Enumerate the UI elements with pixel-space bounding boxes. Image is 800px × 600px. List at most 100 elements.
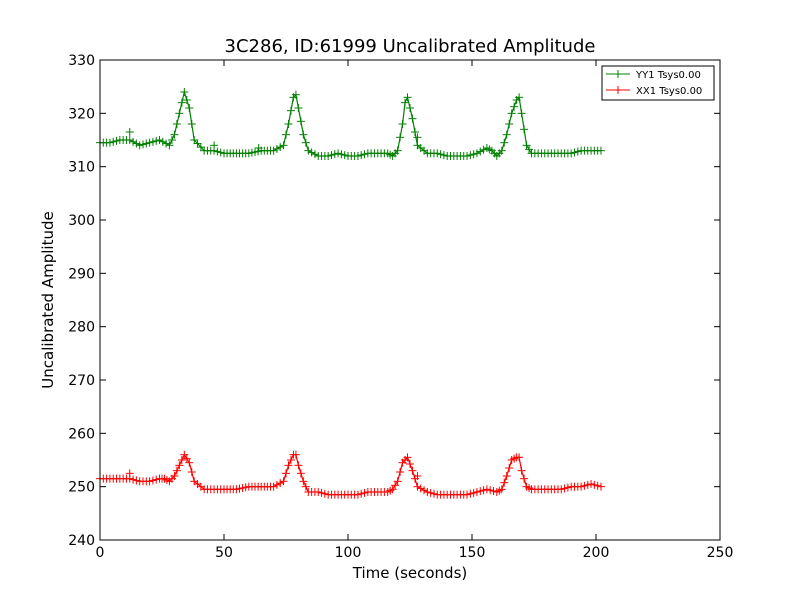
data-point [396,468,405,476]
data-point [340,151,349,160]
data-point [175,461,184,470]
data-point [353,152,362,160]
data-point [162,139,171,148]
data-point [310,150,319,159]
data-point [507,109,516,118]
data-point [401,98,410,107]
data-point [469,488,478,497]
x-tick-label: 50 [215,545,233,561]
outlier-point [254,144,263,152]
data-point [165,141,174,150]
data-point [463,490,472,499]
data-point [416,484,425,493]
data-point [327,151,336,160]
data-point [510,102,519,111]
x-tick-label: 100 [335,545,362,561]
data-point [187,468,196,476]
outlier-point [125,469,134,478]
data-point [193,139,202,148]
data-point [284,120,293,128]
data-point [505,464,514,472]
data-point [190,136,199,144]
legend-label-yy1: YY1 Tsys0.00 [635,70,701,81]
data-point [502,130,511,139]
data-point [463,152,472,160]
data-point [406,460,414,468]
y-tick-label: 280 [68,320,95,336]
data-point [357,489,366,498]
data-point [500,138,509,147]
data-point [517,109,526,118]
outlier-point [210,141,219,150]
data-point [497,146,506,155]
data-point [299,477,308,486]
data-point [408,466,417,475]
data-point [396,133,405,142]
data-point [216,148,225,157]
data-point [284,461,293,470]
data-point [567,149,576,158]
data-point [145,138,154,147]
data-point [334,149,343,158]
data-point [301,482,310,491]
data-point [299,130,308,139]
data-point [148,476,157,485]
y-tick-label: 260 [68,426,95,442]
data-point [172,466,181,475]
y-tick-label: 250 [68,480,95,496]
y-axis-title: Uncalibrated Amplitude [39,211,57,388]
legend: YY1 Tsys0.00 XX1 Tsys0.00 [601,65,715,101]
outlier-point [125,128,134,136]
data-point [360,150,369,159]
data-point [520,125,529,134]
data-point [337,150,346,159]
data-point [433,149,442,158]
data-point [269,482,278,491]
data-point [408,114,417,123]
data-point [360,488,369,497]
data-point [500,478,509,487]
data-point [403,93,412,102]
data-point [294,461,303,470]
data-point [272,480,281,489]
data-point [570,148,579,157]
data-point [296,117,305,126]
data-point [138,140,147,149]
data-point [324,152,333,160]
data-point [196,143,205,152]
data-point [170,130,179,139]
data-point [353,490,362,499]
data-point [187,120,196,128]
legend-label-xx1: XX1 Tsys0.00 [636,86,702,97]
x-tick-label: 250 [707,545,734,561]
data-point [296,469,305,478]
data-point [403,453,412,462]
data-point [420,486,429,495]
data-point [276,143,285,152]
data-point [429,489,438,498]
data-point [560,484,569,493]
series-layer [96,88,605,499]
legend-box [601,65,715,101]
data-point [304,146,313,155]
data-point [158,137,167,146]
data-point [502,472,511,480]
chart-title: 3C286, ID:61999 Uncalibrated Amplitude [225,36,596,57]
data-point [423,488,432,496]
data-point [279,477,288,486]
outlier-point [413,133,422,142]
data-point [272,144,281,153]
data-point [135,141,144,150]
data-point [132,139,141,148]
data-point [185,458,194,467]
x-axis-title: Time (seconds) [352,564,468,582]
data-point [125,136,134,144]
data-point [172,120,181,128]
data-point [476,487,485,496]
data-point [155,136,164,144]
data-point [587,480,596,488]
data-point [213,147,222,156]
data-point [410,128,419,136]
data-point [175,109,184,118]
